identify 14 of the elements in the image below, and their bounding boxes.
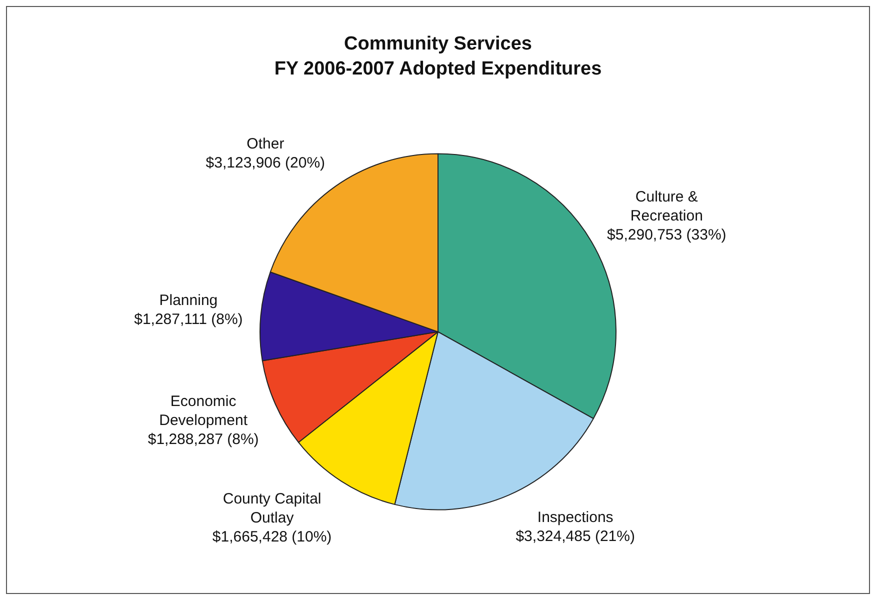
data-label: $1,665,428 (10%) [212,528,332,546]
data-label: $5,290,753 (33%) [607,226,726,244]
slice-label: County Capital Outlay [222,490,322,527]
data-label: $3,123,906 (20%) [206,154,326,172]
slice-label: Inspections [537,508,614,526]
chart-subtitle: FY 2006-2007 Adopted Expenditures [274,58,602,80]
slice-label: Planning [159,292,218,310]
chart-title: Community Services [344,34,532,55]
slice-label: Other [246,136,284,153]
data-label: $1,288,287 (8%) [148,430,259,448]
data-label: $3,324,485 (21%) [516,528,635,545]
slice-label: Economic Development [159,392,248,429]
data-label: $1,287,111 (8%) [134,311,243,328]
slice-label: Culture & Recreation [630,188,703,224]
